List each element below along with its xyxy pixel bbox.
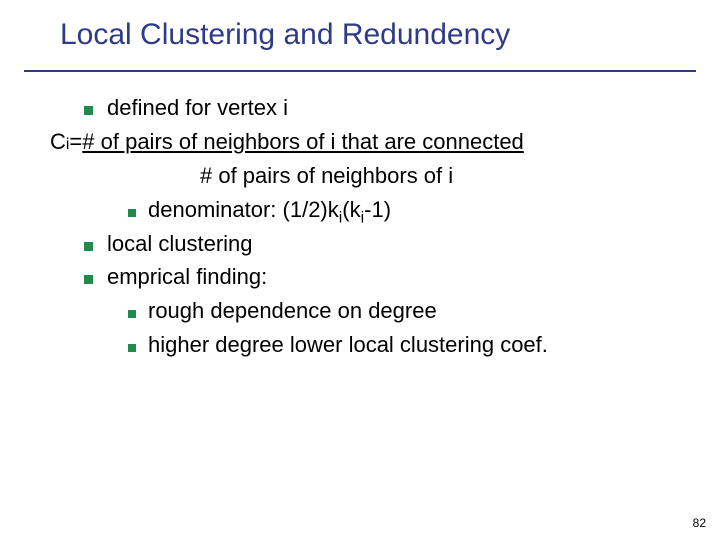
slide-title: Local Clustering and Redundency <box>60 18 510 52</box>
eq-eq: = <box>69 126 82 158</box>
body-text: denominator: (1/2)ki(ki-1) <box>148 194 391 226</box>
bullet-line: local clustering <box>50 228 670 260</box>
bullet-line: emprical finding: <box>50 261 670 293</box>
bullet-line: defined for vertex i <box>50 92 670 124</box>
sub-bullet-line: denominator: (1/2)ki(ki-1) <box>50 194 670 226</box>
equation-line: Ci= # of pairs of neighbors of i that ar… <box>50 126 670 158</box>
text-span: (k <box>342 197 360 222</box>
square-bullet-icon <box>84 275 93 284</box>
equation-denominator-line: # of pairs of neighbors of i <box>50 160 670 192</box>
sub-bullet-line: rough dependence on degree <box>50 295 670 327</box>
square-bullet-icon <box>128 310 136 318</box>
slide: Local Clustering and Redundency defined … <box>0 0 720 540</box>
text-span: denominator: (1/2)k <box>148 197 339 222</box>
body-text: higher degree lower local clustering coe… <box>148 329 548 361</box>
page-number: 82 <box>693 516 706 530</box>
eq-lhs: C <box>50 126 66 158</box>
body-text: emprical finding: <box>107 261 267 293</box>
eq-denominator: # of pairs of neighbors of i <box>200 160 453 192</box>
body-text: defined for vertex i <box>107 92 288 124</box>
text-span: -1) <box>364 197 391 222</box>
body-text: rough dependence on degree <box>148 295 437 327</box>
sub-bullet-line: higher degree lower local clustering coe… <box>50 329 670 361</box>
title-underline-rule <box>24 70 696 72</box>
body-text: local clustering <box>107 228 253 260</box>
square-bullet-icon <box>128 209 136 217</box>
square-bullet-icon <box>128 344 136 352</box>
square-bullet-icon <box>84 106 93 115</box>
slide-body: defined for vertex i Ci= # of pairs of n… <box>50 92 670 363</box>
eq-numerator: # of pairs of neighbors of i that are co… <box>82 126 524 158</box>
square-bullet-icon <box>84 242 93 251</box>
